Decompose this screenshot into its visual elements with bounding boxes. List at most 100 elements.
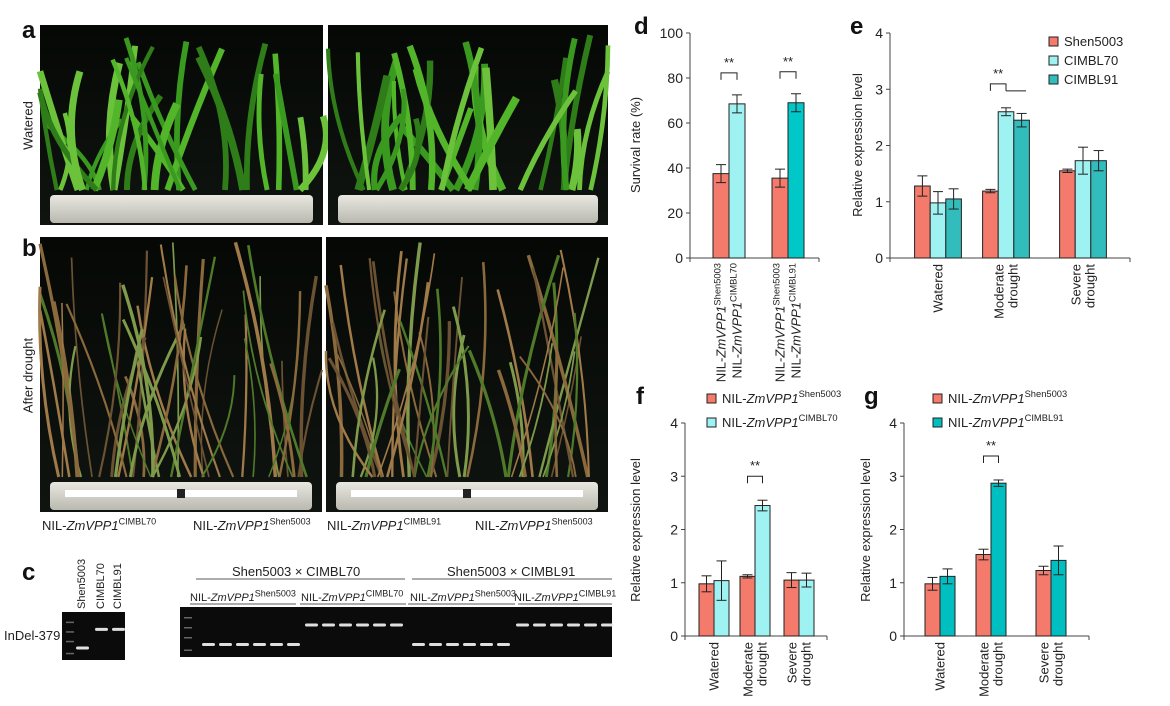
plant-leaf	[542, 351, 576, 478]
plant-leaf	[182, 328, 205, 478]
ladder-band	[184, 627, 192, 629]
dna-band	[270, 643, 283, 646]
label-prefix: NIL-	[789, 354, 804, 379]
plant-leaf	[351, 309, 386, 478]
plant-leaf	[299, 275, 318, 478]
dna-band	[219, 643, 232, 646]
plant-leaf	[272, 53, 283, 191]
bar	[783, 579, 800, 637]
dna-band	[236, 643, 249, 646]
panel-label-e: e	[850, 13, 864, 40]
ladder-band	[184, 649, 192, 651]
panel-label-d: d	[634, 13, 649, 40]
plant-leaf	[426, 288, 442, 478]
plant-leaf	[243, 42, 269, 191]
scale-bar-divider	[177, 489, 185, 498]
plant-leaf	[518, 343, 554, 478]
significance-bracket	[779, 71, 797, 79]
bar	[1035, 570, 1052, 637]
bar	[787, 102, 805, 259]
plant-leaf	[121, 284, 155, 478]
y-tick-label: 1	[670, 575, 678, 591]
plant-leaf	[174, 41, 190, 191]
plant-leaf	[200, 309, 223, 478]
legend-label: CIMBL91	[1064, 72, 1118, 87]
plant-leaf	[466, 262, 487, 478]
legend-label: NIL-ZmVPP1Shen5003	[948, 389, 1067, 406]
plant-leaf	[519, 355, 577, 478]
plant-leaf	[482, 67, 497, 191]
legend-swatch	[1048, 36, 1059, 47]
label-gene: ZmVPP1	[972, 415, 1025, 430]
plant-leaf	[98, 282, 122, 478]
cross-label-2: Shen5003 × CIMBL91	[447, 564, 576, 579]
gel-group-3: NIL-ZmVPP1Shen5003	[410, 588, 516, 604]
bar	[798, 579, 815, 637]
label-prefix: NIL-	[948, 415, 973, 430]
plant-leaf	[324, 350, 374, 478]
bar	[924, 583, 941, 637]
ladder-band	[66, 631, 74, 633]
plant-leaf	[195, 55, 247, 191]
gel-images	[62, 578, 614, 660]
y-tick-label: 2	[889, 522, 897, 538]
legend-label: NIL-ZmVPP1Shen5003	[722, 389, 841, 406]
panel-label-a: a	[22, 17, 36, 44]
legend-swatch	[706, 393, 717, 404]
y-axis-label: Relative expression level	[628, 458, 643, 602]
legend-label: NIL-ZmVPP1CIMBL70	[722, 413, 838, 430]
plant-leaf	[37, 91, 99, 192]
label-gene: ZmVPP1	[730, 302, 745, 355]
label-allele: CIMBL70	[799, 413, 838, 423]
label-gene: ZmVPP1	[714, 306, 729, 359]
dna-band	[202, 643, 215, 646]
plant-leaf	[464, 95, 520, 192]
plant-leaf	[243, 338, 256, 478]
y-tick-label: 100	[660, 25, 684, 41]
lane-label-shen5003: Shen5003	[76, 558, 88, 609]
bar	[1013, 119, 1030, 259]
label-gene: ZmVPP1	[972, 391, 1025, 406]
caption-photo-2: NIL-ZmVPP1Shen5003	[193, 516, 311, 533]
label-line: Moderate	[741, 642, 756, 697]
plant-leaf	[560, 37, 578, 191]
plant-leaf	[162, 276, 210, 478]
label-prefix: NIL-	[730, 354, 745, 379]
plant-leaf	[559, 249, 590, 478]
lane-label-cimbl70: CIMBL70	[95, 563, 107, 609]
plant-leaf	[136, 305, 193, 478]
plant-leaf	[577, 70, 611, 191]
plant-leaf	[110, 58, 148, 191]
plant-leaf	[510, 267, 564, 478]
plant-leaf	[331, 322, 383, 478]
dna-band	[253, 643, 266, 646]
dna-band	[429, 643, 442, 646]
y-tick-label: 80	[667, 70, 683, 86]
plant-leaf	[452, 334, 466, 478]
label-line: drought	[1006, 264, 1021, 308]
plant-leaf	[364, 368, 401, 478]
caption-photo-1: NIL-ZmVPP1CIMBL70	[42, 516, 157, 533]
label-allele: Shen5003	[799, 389, 842, 399]
plant-leaf	[588, 45, 611, 191]
gel-nils	[180, 607, 614, 657]
gel-group-1: NIL-ZmVPP1Shen5003	[190, 588, 296, 604]
label-line: Severe	[1037, 642, 1052, 683]
dna-band	[322, 623, 335, 627]
gel-background	[180, 607, 612, 657]
x-tick-label: NIL-ZmVPP1Shen5003	[771, 263, 787, 382]
plant-leaf	[374, 88, 407, 192]
label-line: drought	[799, 642, 814, 686]
y-axis-label: Survival rate (%)	[628, 97, 643, 193]
y-tick-label: 4	[889, 415, 897, 431]
label-allele: Shen5003	[712, 263, 722, 306]
y-axis-label: Relative expression level	[858, 458, 873, 602]
gel-group-4: NIL-ZmVPP1CIMBL91	[514, 588, 617, 604]
plant-leaf	[58, 112, 72, 191]
photo-4	[324, 237, 608, 512]
plant-leaf	[38, 243, 81, 478]
photo-3	[38, 237, 324, 512]
x-tick-label: NIL-ZmVPP1CIMBL91	[787, 263, 803, 379]
